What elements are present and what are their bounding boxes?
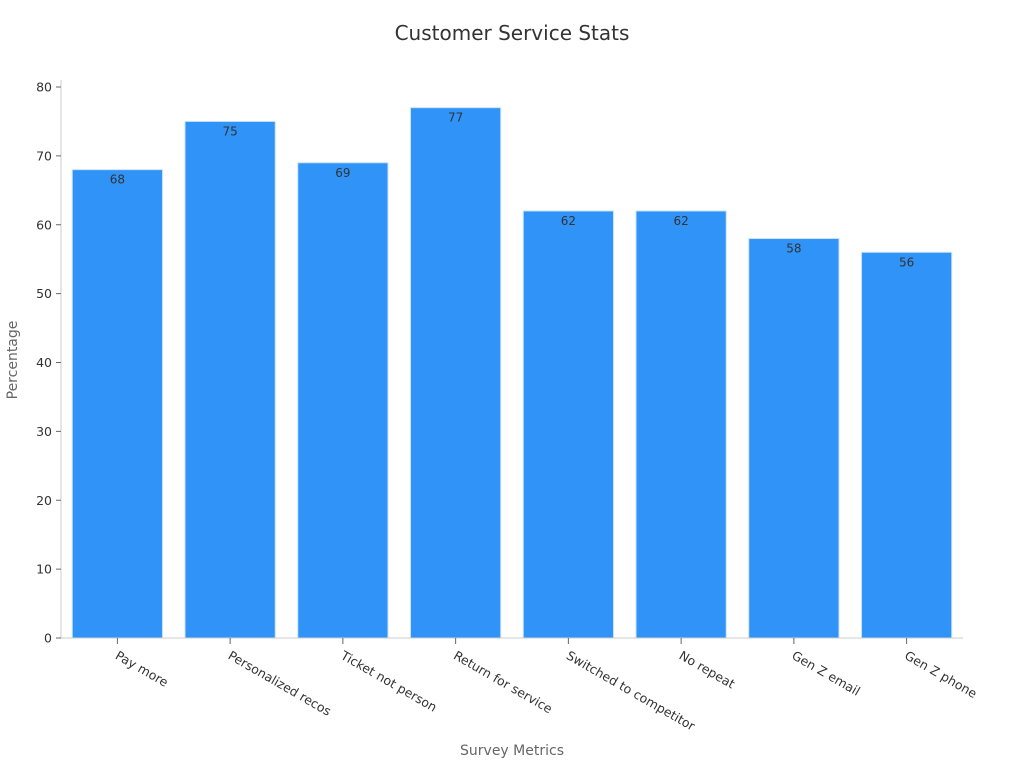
y-tick-label: 30 — [36, 424, 52, 439]
plot-area: 68 75 69 77 62 62 58 56 — [71, 107, 953, 639]
data-label: 58 — [786, 242, 801, 256]
x-tick-label: Personalized recos — [226, 648, 334, 719]
x-tick-label: Gen Z phone — [902, 648, 980, 702]
data-label: 62 — [673, 214, 688, 228]
x-tick-label: No repeat — [677, 648, 738, 692]
y-tick-label: 0 — [44, 631, 52, 646]
x-tick-label: Return for service — [451, 648, 555, 717]
y-tick-label: 80 — [36, 80, 52, 95]
data-labels: 68 75 69 77 62 62 58 56 — [110, 111, 915, 270]
bar[interactable] — [861, 251, 953, 639]
y-axis-title: Percentage — [5, 321, 21, 400]
bar[interactable] — [297, 162, 389, 639]
data-label: 77 — [448, 111, 463, 125]
bar[interactable] — [184, 120, 276, 639]
x-tick-label: Gen Z email — [789, 648, 863, 699]
x-axis-title: Survey Metrics — [460, 743, 564, 759]
bar[interactable] — [71, 169, 163, 639]
data-label: 56 — [899, 255, 914, 269]
bar[interactable] — [410, 107, 502, 639]
x-axis: Pay more Personalized recos Ticket not per… — [61, 637, 980, 734]
y-tick-label: 40 — [36, 355, 52, 370]
y-axis: 0 10 20 30 40 50 60 70 80 — [36, 80, 62, 646]
chart-title: Customer Service Stats — [395, 21, 630, 45]
data-label: 75 — [222, 124, 237, 138]
x-tick-label: Ticket not person — [338, 647, 440, 715]
bar[interactable] — [522, 210, 614, 639]
data-label: 68 — [110, 173, 125, 187]
bar[interactable] — [635, 210, 727, 639]
bars — [71, 107, 953, 639]
data-label: 69 — [335, 166, 350, 180]
y-tick-label: 50 — [36, 286, 52, 301]
y-tick-label: 10 — [36, 562, 52, 577]
data-label: 62 — [561, 214, 576, 228]
y-tick-label: 60 — [36, 217, 52, 232]
y-tick-label: 70 — [36, 148, 52, 163]
y-tick-label: 20 — [36, 493, 52, 508]
x-tick-label: Pay more — [113, 648, 171, 690]
bar[interactable] — [748, 238, 840, 639]
